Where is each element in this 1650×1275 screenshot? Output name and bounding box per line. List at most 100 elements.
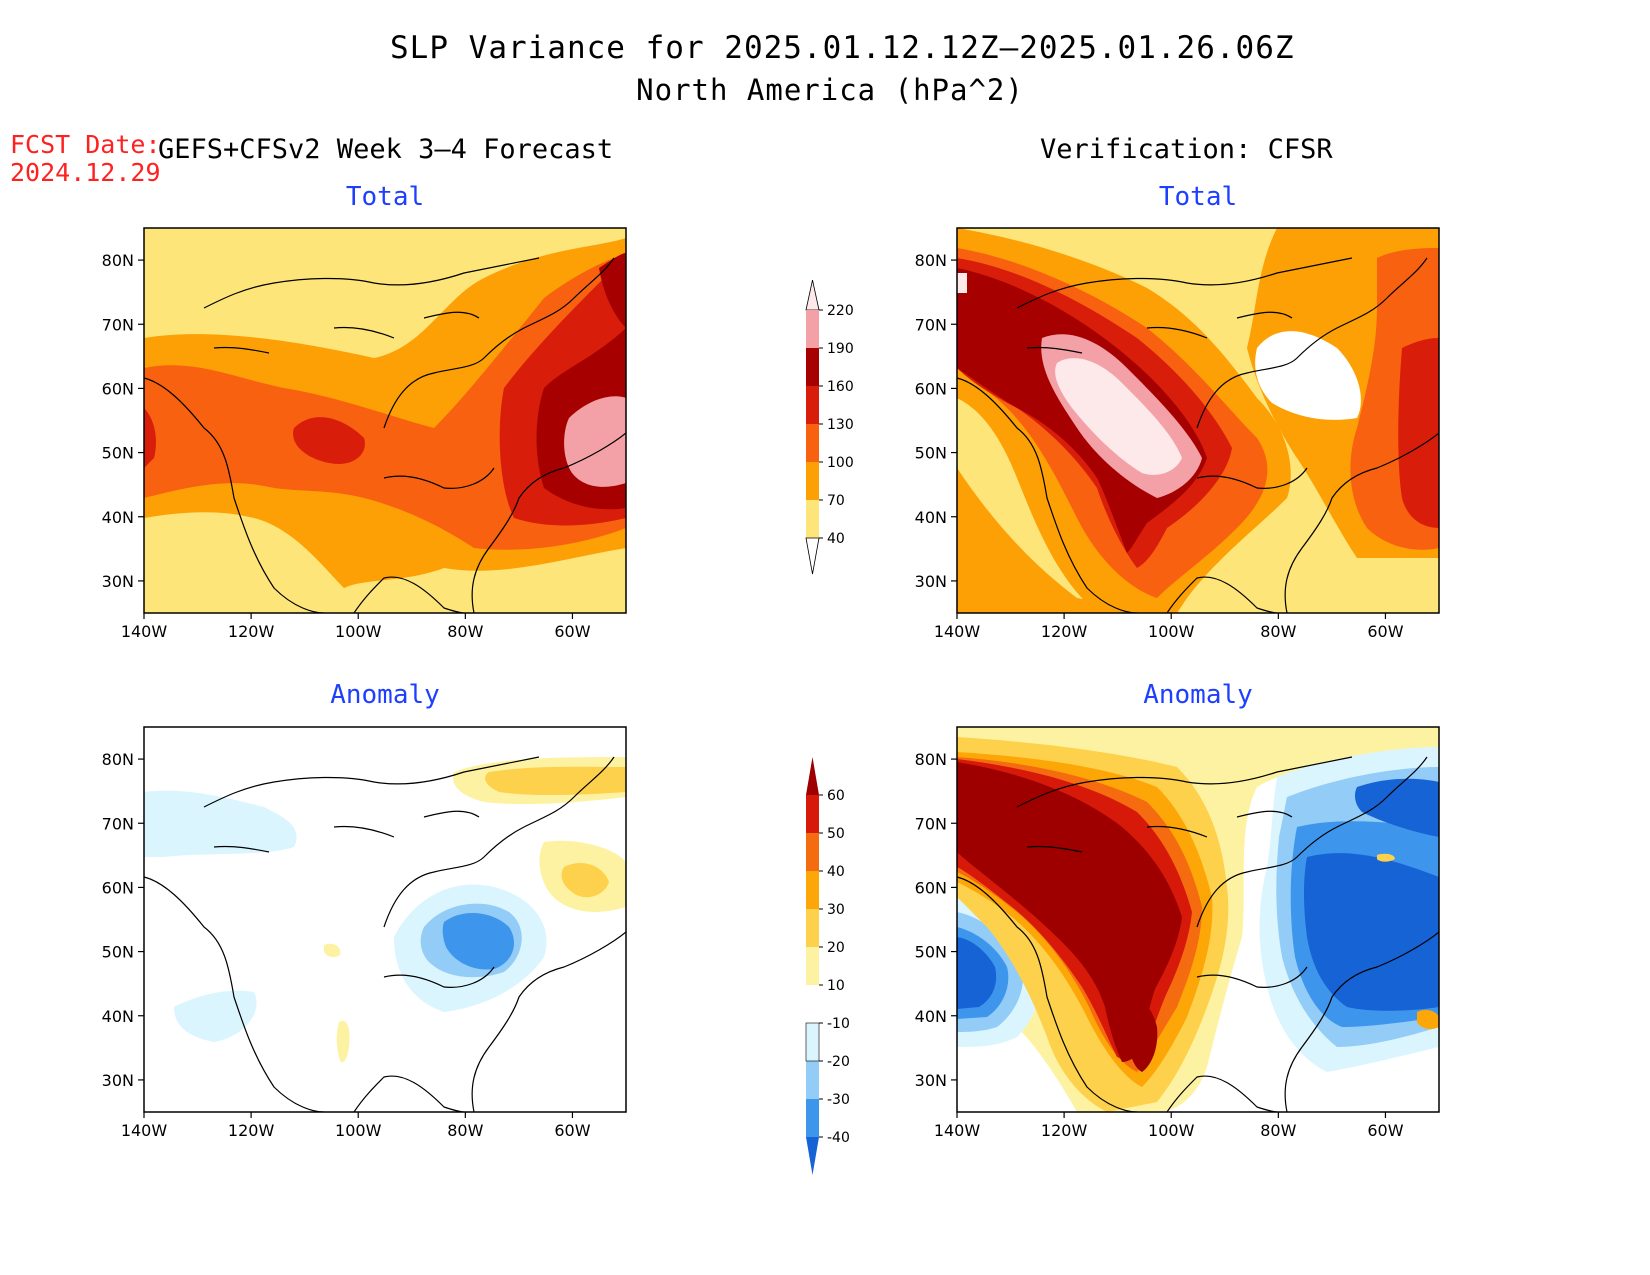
colorbar-anomaly-box [806, 1023, 819, 1061]
colorbar-total-label: 40 [827, 531, 845, 547]
lat-tick-label: 70N [915, 315, 947, 334]
colorbar-anomaly-label: -30 [827, 1092, 850, 1108]
coastlines-verification-total [957, 257, 1439, 613]
lon-tick-label: 100W [335, 622, 382, 641]
colorbar-anomaly-box [806, 909, 819, 947]
lon-tick-label: 80W [1260, 1121, 1296, 1140]
lat-tick-label: 30N [102, 572, 134, 591]
fcst-date-label: FCST Date: [10, 130, 161, 159]
lon-tick-label: 120W [1041, 622, 1088, 641]
lon-tick-label: 100W [335, 1121, 382, 1140]
lon-tick-label: 60W [1367, 1121, 1403, 1140]
lat-tick-label: 50N [102, 943, 134, 962]
lat-tick-label: 70N [102, 814, 134, 833]
lat-tick-label: 70N [102, 315, 134, 334]
colorbar-anomaly-label: 60 [827, 788, 845, 804]
colorbar-total-bottom-end [805, 537, 820, 575]
colorbar-anomaly-label: 20 [827, 940, 845, 956]
colorbar-anomaly-label: -10 [827, 1016, 850, 1032]
lat-tick-label: 50N [102, 444, 134, 463]
colorbar-total-label: 190 [827, 341, 854, 357]
lon-tick-label: 60W [554, 1121, 590, 1140]
colorbar-total-box [806, 462, 819, 500]
lon-tick-label: 140W [934, 1121, 981, 1140]
colorbar-anomaly-bottom-end [806, 1137, 819, 1175]
colorbar-total-box [806, 500, 819, 538]
lon-tick-label: 80W [447, 1121, 483, 1140]
lon-tick-label: 60W [1367, 622, 1403, 641]
colorbar-total-label: 100 [827, 455, 854, 471]
figure-subtitle: North America (hPa^2) [636, 73, 1024, 107]
lon-tick-label: 120W [228, 1121, 275, 1140]
lat-tick-label: 60N [915, 878, 947, 897]
lon-tick-label: 80W [447, 622, 483, 641]
colorbar-total-label: 160 [827, 379, 854, 395]
lat-tick-label: 50N [915, 444, 947, 463]
panel-title-forecast-total: Total [345, 182, 425, 212]
figure-title: SLP Variance for 2025.01.12.12Z–2025.01.… [390, 30, 1295, 66]
map-forecast-anomaly [144, 727, 626, 1112]
map-forecast-total [144, 228, 626, 613]
lon-tick-label: 120W [1041, 1121, 1088, 1140]
colorbar-anomaly-box [806, 795, 819, 833]
lat-tick-label: 80N [102, 750, 134, 769]
lat-tick-label: 40N [915, 1007, 947, 1026]
colorbar-total-label: 130 [827, 417, 854, 433]
lat-tick-label: 80N [915, 750, 947, 769]
lon-tick-label: 120W [228, 622, 275, 641]
colorbar-anomaly-box [806, 833, 819, 871]
lat-tick-label: 50N [915, 943, 947, 962]
lon-tick-label: 80W [1260, 622, 1296, 641]
lon-tick-label: 100W [1148, 1121, 1195, 1140]
coastlines-forecast-total [144, 257, 626, 613]
colorbar-anomaly-label: 10 [827, 978, 845, 994]
colorbar-anomaly-box [806, 1099, 819, 1137]
colorbar-total-top-end [805, 280, 820, 311]
lon-tick-label: 140W [121, 622, 168, 641]
lat-tick-label: 60N [915, 379, 947, 398]
colorbar-anomaly-label: 30 [827, 902, 845, 918]
colorbar-total-box [806, 310, 819, 348]
coastlines-forecast-anomaly [144, 756, 626, 1112]
lat-tick-label: 80N [915, 251, 947, 270]
colorbar-anomaly-box [806, 1061, 819, 1099]
colorbar-anomaly-box [806, 985, 819, 1023]
fcst-date-value: 2024.12.29 [10, 158, 161, 187]
lat-tick-label: 30N [915, 572, 947, 591]
coastlines-verification-anomaly [957, 756, 1439, 1112]
panel-title-forecast-anomaly: Anomaly [330, 680, 440, 710]
lat-tick-label: 30N [102, 1071, 134, 1090]
verification-heading: Verification: CFSR [1040, 134, 1333, 165]
frame-verification-anomaly [956, 726, 1440, 1113]
panel-title-verification-anomaly: Anomaly [1143, 680, 1253, 710]
colorbar-total: 220 190 160 130 100 70 40 [805, 280, 854, 575]
colorbar-anomaly-label: -20 [827, 1054, 850, 1070]
lat-tick-label: 40N [915, 508, 947, 527]
map-verification-total [957, 228, 1439, 613]
colorbar-total-box [806, 424, 819, 462]
colorbar-anomaly-top-end [806, 757, 819, 795]
lon-tick-label: 140W [121, 1121, 168, 1140]
colorbar-anomaly-box [806, 947, 819, 985]
lat-tick-label: 40N [102, 508, 134, 527]
lat-tick-label: 80N [102, 251, 134, 270]
colorbar-anomaly: 60 50 40 30 20 10 -10 -20 -30 -40 [805, 757, 850, 1175]
lat-tick-label: 30N [915, 1071, 947, 1090]
colorbar-total-box [806, 386, 819, 424]
colorbar-total-label: 70 [827, 493, 845, 509]
frame-verification-total [956, 227, 1440, 614]
colorbar-anomaly-label: 40 [827, 864, 845, 880]
lat-tick-label: 60N [102, 878, 134, 897]
lat-tick-label: 70N [915, 814, 947, 833]
forecast-heading: GEFS+CFSv2 Week 3–4 Forecast [158, 134, 614, 165]
colorbar-total-label: 220 [827, 303, 854, 319]
lon-tick-label: 140W [934, 622, 981, 641]
panel-title-verification-total: Total [1158, 182, 1238, 212]
frame-forecast-anomaly [143, 726, 627, 1113]
colorbar-anomaly-label: -40 [827, 1130, 850, 1146]
lat-tick-label: 60N [102, 379, 134, 398]
colorbar-anomaly-box [806, 871, 819, 909]
map-verification-anomaly [957, 727, 1439, 1112]
colorbar-anomaly-label: 50 [827, 826, 845, 842]
